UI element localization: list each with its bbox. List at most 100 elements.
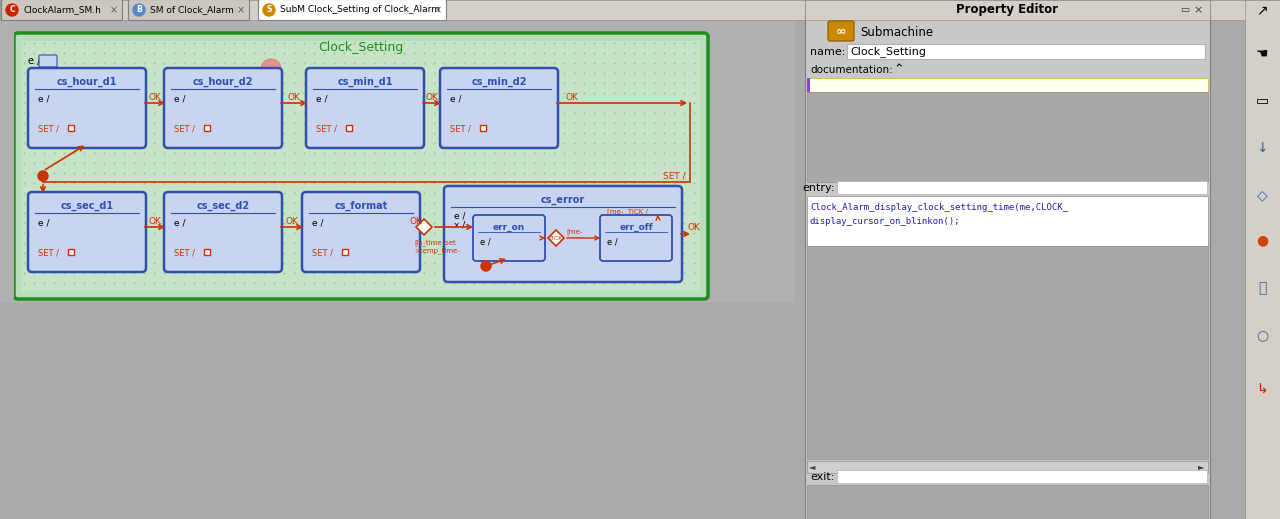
Text: e /: e / — [38, 218, 50, 227]
Text: cs_error: cs_error — [541, 195, 585, 205]
Text: [is_time_set
>temp_time-: [is_time_set >temp_time- — [413, 239, 460, 253]
FancyBboxPatch shape — [259, 0, 447, 20]
FancyBboxPatch shape — [306, 68, 424, 148]
Text: e /: e / — [316, 94, 328, 103]
Circle shape — [38, 171, 49, 181]
Bar — [346, 125, 352, 131]
Text: e /: e / — [607, 238, 618, 247]
Bar — [805, 0, 1210, 20]
Text: cs_hour_d2: cs_hour_d2 — [193, 77, 253, 87]
Polygon shape — [416, 219, 433, 235]
Bar — [837, 181, 1207, 194]
Bar — [847, 44, 1204, 59]
Text: e /: e / — [174, 218, 186, 227]
Text: Clock_Setting: Clock_Setting — [850, 47, 925, 58]
Text: ◄: ◄ — [809, 462, 815, 471]
Text: err_off: err_off — [620, 223, 653, 231]
Bar — [0, 20, 795, 519]
Bar — [204, 125, 210, 131]
Text: OK: OK — [425, 92, 439, 102]
Text: ×: × — [1193, 5, 1203, 15]
Text: e /: e / — [454, 212, 466, 221]
Text: ●: ● — [1256, 233, 1268, 247]
Bar — [837, 470, 1207, 483]
Text: e /: e / — [312, 218, 324, 227]
FancyBboxPatch shape — [38, 55, 58, 67]
FancyBboxPatch shape — [600, 215, 672, 261]
Bar — [806, 196, 1208, 246]
Text: Property Editor: Property Editor — [956, 4, 1059, 17]
Bar — [342, 249, 348, 255]
Bar — [68, 125, 74, 131]
Text: documentation:: documentation: — [810, 65, 892, 75]
Bar — [480, 125, 486, 131]
Bar — [805, 0, 1210, 519]
Text: OK: OK — [288, 92, 301, 102]
Text: TICK: TICK — [549, 236, 563, 240]
Bar — [1245, 0, 1280, 519]
Text: OK: OK — [566, 92, 579, 102]
Text: err_on: err_on — [493, 223, 525, 231]
Text: ◇: ◇ — [1257, 188, 1267, 202]
Text: ClockAlarm_SM.h: ClockAlarm_SM.h — [23, 6, 101, 15]
Text: [me-  TICK /: [me- TICK / — [607, 209, 648, 215]
FancyBboxPatch shape — [474, 215, 545, 261]
Circle shape — [133, 4, 145, 16]
Text: e /: e / — [38, 94, 50, 103]
Text: OK: OK — [148, 216, 161, 225]
Text: exit:: exit: — [810, 472, 835, 482]
Text: cs_format: cs_format — [334, 201, 388, 211]
Text: Clock_Alarm_display_clock_setting_time(me,CLOCK_: Clock_Alarm_display_clock_setting_time(m… — [810, 202, 1068, 212]
Text: x /: x / — [454, 221, 465, 229]
Bar — [806, 78, 1208, 92]
Text: SET /: SET / — [451, 125, 471, 133]
Text: cs_min_d2: cs_min_d2 — [471, 77, 527, 87]
Text: ▭: ▭ — [1180, 5, 1189, 15]
Circle shape — [261, 59, 282, 79]
Bar — [0, 303, 795, 519]
Text: SET /: SET / — [174, 249, 195, 257]
Text: cs_min_d1: cs_min_d1 — [337, 77, 393, 87]
Text: C: C — [9, 6, 15, 15]
Text: ↗: ↗ — [1256, 3, 1267, 17]
Text: SET /: SET / — [663, 171, 686, 181]
Text: cs_sec_d1: cs_sec_d1 — [60, 201, 114, 211]
Text: ⌃: ⌃ — [893, 63, 904, 76]
Bar — [0, 20, 14, 298]
Text: e /: e / — [174, 94, 186, 103]
FancyBboxPatch shape — [28, 192, 146, 272]
Bar — [806, 246, 1208, 459]
Text: e /: e / — [480, 238, 490, 247]
Text: SubM Clock_Setting of Clock_Alarm: SubM Clock_Setting of Clock_Alarm — [280, 6, 440, 15]
Text: [me-: [me- — [566, 229, 582, 236]
Text: ×: × — [110, 5, 118, 15]
Bar — [806, 485, 1208, 519]
Text: S: S — [266, 6, 271, 15]
Bar — [806, 78, 810, 92]
FancyBboxPatch shape — [14, 33, 708, 299]
Bar — [68, 249, 74, 255]
FancyBboxPatch shape — [128, 0, 250, 20]
FancyBboxPatch shape — [302, 192, 420, 272]
Text: ×: × — [237, 5, 244, 15]
FancyBboxPatch shape — [22, 41, 700, 291]
Circle shape — [262, 4, 275, 16]
FancyBboxPatch shape — [444, 186, 682, 282]
Bar — [806, 461, 1208, 473]
Text: ↳: ↳ — [1256, 383, 1267, 397]
Text: SET /: SET / — [38, 249, 59, 257]
Text: display_cursor_on_blinkon();: display_cursor_on_blinkon(); — [810, 216, 960, 225]
Text: OK: OK — [148, 92, 161, 102]
FancyBboxPatch shape — [28, 68, 146, 148]
FancyBboxPatch shape — [164, 68, 282, 148]
Polygon shape — [548, 230, 564, 246]
Bar — [204, 249, 210, 255]
Text: ∞: ∞ — [836, 25, 846, 38]
Circle shape — [481, 261, 492, 271]
Text: OK: OK — [285, 216, 298, 225]
Text: Clock_Setting: Clock_Setting — [319, 42, 403, 54]
Bar — [0, 0, 1280, 20]
Text: e /: e / — [451, 94, 462, 103]
Text: Ⓗ: Ⓗ — [1258, 281, 1266, 295]
Text: SM of Clock_Alarm: SM of Clock_Alarm — [150, 6, 234, 15]
